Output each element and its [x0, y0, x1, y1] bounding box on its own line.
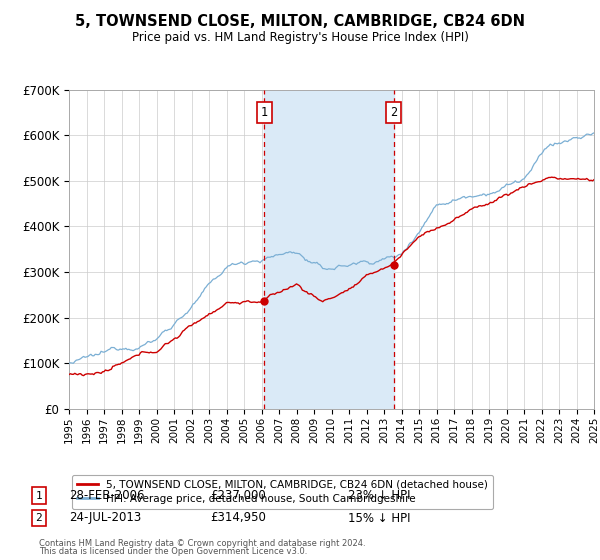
Text: 5, TOWNSEND CLOSE, MILTON, CAMBRIDGE, CB24 6DN: 5, TOWNSEND CLOSE, MILTON, CAMBRIDGE, CB…	[75, 14, 525, 29]
Text: Contains HM Land Registry data © Crown copyright and database right 2024.: Contains HM Land Registry data © Crown c…	[39, 539, 365, 548]
Text: 2: 2	[390, 106, 397, 119]
Text: Price paid vs. HM Land Registry's House Price Index (HPI): Price paid vs. HM Land Registry's House …	[131, 31, 469, 44]
Text: £314,950: £314,950	[210, 511, 266, 525]
Text: 1: 1	[35, 491, 43, 501]
Text: 1: 1	[261, 106, 268, 119]
Text: £237,000: £237,000	[210, 489, 266, 502]
Text: This data is licensed under the Open Government Licence v3.0.: This data is licensed under the Open Gov…	[39, 547, 307, 556]
Text: 15% ↓ HPI: 15% ↓ HPI	[348, 511, 410, 525]
Text: 23% ↓ HPI: 23% ↓ HPI	[348, 489, 410, 502]
Text: 24-JUL-2013: 24-JUL-2013	[69, 511, 141, 525]
Text: 28-FEB-2006: 28-FEB-2006	[69, 489, 145, 502]
Bar	[265, 90, 394, 409]
Text: 2: 2	[35, 513, 43, 523]
Legend: 5, TOWNSEND CLOSE, MILTON, CAMBRIDGE, CB24 6DN (detached house), HPI: Average pr: 5, TOWNSEND CLOSE, MILTON, CAMBRIDGE, CB…	[71, 475, 493, 509]
